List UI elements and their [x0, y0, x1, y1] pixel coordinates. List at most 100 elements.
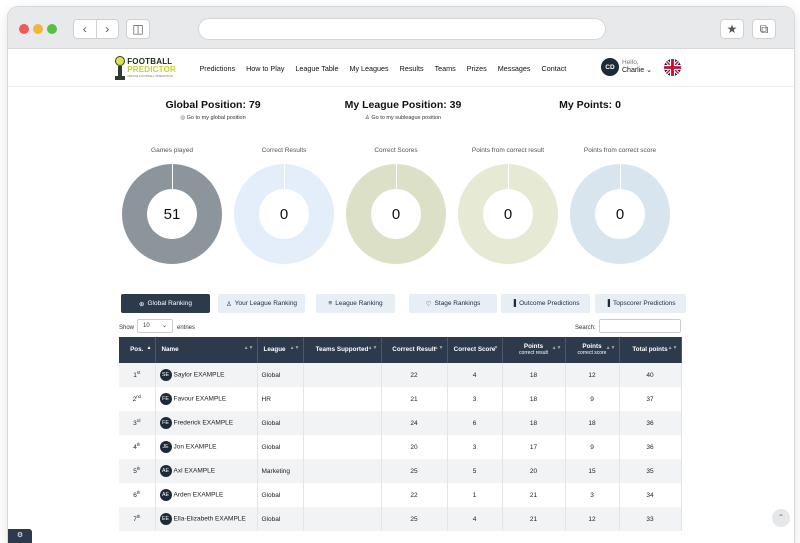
- nav-results[interactable]: Results: [399, 63, 424, 73]
- header-label: Correct Score: [453, 345, 496, 353]
- avatar: AE: [159, 489, 172, 501]
- nav-predictions[interactable]: Predictions: [199, 63, 236, 73]
- main-nav: Predictions How to Play League Table My …: [194, 49, 572, 87]
- header-label: Points: [523, 342, 544, 350]
- position-summary: Global Position: 79 ◎ Go to my global po…: [8, 99, 794, 129]
- nav-league-table[interactable]: League Table: [295, 63, 339, 73]
- cell-league: Global: [257, 507, 304, 531]
- chevron-right-icon[interactable]: ›: [105, 22, 110, 36]
- stat-label: Points from correct score: [583, 147, 657, 154]
- nav-contact[interactable]: Contact: [541, 63, 567, 73]
- stat-correct-results: Correct Results 0: [232, 147, 336, 264]
- tab-global-ranking[interactable]: ⊕ Global Ranking: [121, 294, 210, 313]
- cell-league: Global: [257, 411, 304, 435]
- cell-total: 40: [619, 363, 682, 387]
- star-icon[interactable]: ★: [720, 19, 744, 39]
- pos-suffix: th: [136, 466, 141, 472]
- header-label: Points: [582, 342, 602, 350]
- nav-messages[interactable]: Messages: [497, 63, 531, 73]
- tab-stage-rankings[interactable]: ♡ Stage Rankings: [409, 294, 497, 313]
- tab-league-ranking[interactable]: ≡ League Ranking: [316, 294, 395, 313]
- col-points-result[interactable]: Points correct result ▲▼: [502, 337, 566, 363]
- entries-select[interactable]: 10 ⌄: [137, 319, 173, 333]
- global-position-title: Global Position: 79: [165, 99, 261, 111]
- tab-label: Topscorer Predictions: [613, 300, 676, 307]
- table-row[interactable]: 5th AE Axl EXAMPLE Marketing 25 5 20 15 35: [119, 459, 682, 483]
- player-name: Ella-Elizabeth EXAMPLE: [173, 515, 246, 523]
- col-correct-result[interactable]: Correct Result ▲▼: [381, 337, 448, 363]
- sidebar-icon[interactable]: ◫: [126, 19, 150, 39]
- cell-teams-supported: [303, 387, 382, 411]
- logo-tagline: OFFICE FOOTBALL PREDICTOR: [127, 74, 174, 78]
- cell-correct-score: 3: [447, 387, 503, 411]
- nav-prizes[interactable]: Prizes: [466, 63, 487, 73]
- cell-name: EE Ella-Elizabeth EXAMPLE: [155, 507, 258, 531]
- tab-outcome-predictions[interactable]: ▐ Outcome Predictions: [501, 294, 590, 313]
- cell-teams-supported: [303, 363, 382, 387]
- cell-correct-result: 25: [381, 507, 448, 531]
- cell-pts-result: 18: [502, 411, 566, 435]
- table-row[interactable]: 7th EE Ella-Elizabeth EXAMPLE Global 25 4 21 12…: [119, 507, 682, 531]
- user-greeting: Hello,: [622, 59, 639, 67]
- maximize-window-button[interactable]: [47, 24, 57, 34]
- col-total-points[interactable]: Total points ▲▼: [619, 337, 682, 363]
- user-icon: ♙: [364, 115, 370, 121]
- cell-league: Global: [257, 363, 304, 387]
- col-points-score[interactable]: Points correct score ▲▼: [565, 337, 620, 363]
- nav-my-leagues[interactable]: My Leagues: [349, 63, 389, 73]
- cell-correct-result: 22: [381, 483, 448, 507]
- bar-chart-icon: ▐: [605, 300, 611, 307]
- stat-donut: 51: [122, 164, 222, 264]
- user-menu[interactable]: CD Hello, Charlie ⌄: [601, 58, 652, 76]
- nav-teams[interactable]: Teams: [434, 63, 456, 73]
- ranking-tabs: ⊕ Global Ranking ♙ Your League Ranking ≡ Le…: [121, 294, 686, 314]
- avatar: SE: [159, 369, 172, 381]
- col-league[interactable]: League ▲▼: [257, 337, 304, 363]
- header-label: Name: [161, 345, 179, 353]
- cell-name: AE Axl EXAMPLE: [155, 459, 258, 483]
- table-row[interactable]: 4th JE Jon EXAMPLE Global 20 3 17 9 36: [119, 435, 682, 459]
- cell-name: JE Jon EXAMPLE: [155, 435, 258, 459]
- user-icon: ♙: [225, 300, 232, 308]
- cell-pts-score: 12: [565, 363, 620, 387]
- uk-flag-icon[interactable]: [664, 59, 681, 76]
- tab-topscorer-predictions[interactable]: ▐ Topscorer Predictions: [595, 294, 686, 313]
- header-sublabel: correct result: [519, 349, 548, 356]
- sort-icon: ▲▼: [488, 345, 499, 351]
- cell-correct-score: 5: [447, 459, 503, 483]
- address-bar[interactable]: [198, 18, 606, 40]
- list-icon: ≡: [328, 300, 333, 307]
- pos-suffix: nd: [136, 394, 141, 400]
- site-logo[interactable]: FOOTBALL PREDICTOR OFFICE FOOTBALL PREDI…: [114, 53, 176, 83]
- tabs-icon[interactable]: ⧉: [752, 19, 776, 39]
- chevron-left-icon[interactable]: ‹: [74, 20, 97, 38]
- table-row[interactable]: 6th AE Arden EXAMPLE Global 22 1 21 3 34: [119, 483, 682, 507]
- pos-number: 1: [133, 372, 137, 380]
- cell-pts-result: 18: [502, 387, 566, 411]
- col-name[interactable]: Name ▲▼: [155, 337, 258, 363]
- cookie-settings-icon[interactable]: ⚙: [8, 529, 32, 543]
- pos-number: 6: [133, 492, 137, 500]
- cell-name: AE Arden EXAMPLE: [155, 483, 258, 507]
- trophy-icon: ♡: [425, 300, 432, 308]
- cell-correct-result: 21: [381, 387, 448, 411]
- tab-your-league-ranking[interactable]: ♙ Your League Ranking: [218, 294, 305, 313]
- col-pos[interactable]: Pos. ▲: [119, 337, 156, 363]
- nav-how-to-play[interactable]: How to Play: [246, 63, 285, 73]
- cell-name: FE Favour EXAMPLE: [155, 387, 258, 411]
- cell-correct-score: 6: [447, 411, 503, 435]
- global-position-link[interactable]: ◎ Go to my global position: [158, 115, 268, 121]
- col-teams-supported[interactable]: Teams Supported ▲▼: [303, 337, 382, 363]
- table-row[interactable]: 3rd FE Frederick EXAMPLE Global 24 6 18 18 36: [119, 411, 682, 435]
- league-position-link[interactable]: ♙ Go to my subleague position: [338, 115, 468, 121]
- col-correct-score[interactable]: Correct Score ▲▼: [447, 337, 503, 363]
- minimize-window-button[interactable]: [33, 24, 43, 34]
- close-window-button[interactable]: [19, 24, 29, 34]
- stat-label: Correct Scores: [374, 147, 418, 154]
- search-input[interactable]: [599, 319, 681, 333]
- player-name: Favour EXAMPLE: [173, 395, 227, 403]
- arrow-up-icon[interactable]: ⌃: [772, 509, 790, 527]
- cell-total: 37: [619, 387, 682, 411]
- table-row[interactable]: 1st SE Saylor EXAMPLE Global 22 4 18 12 40: [119, 363, 682, 387]
- table-row[interactable]: 2nd FE Favour EXAMPLE HR 21 3 18 9 37: [119, 387, 682, 411]
